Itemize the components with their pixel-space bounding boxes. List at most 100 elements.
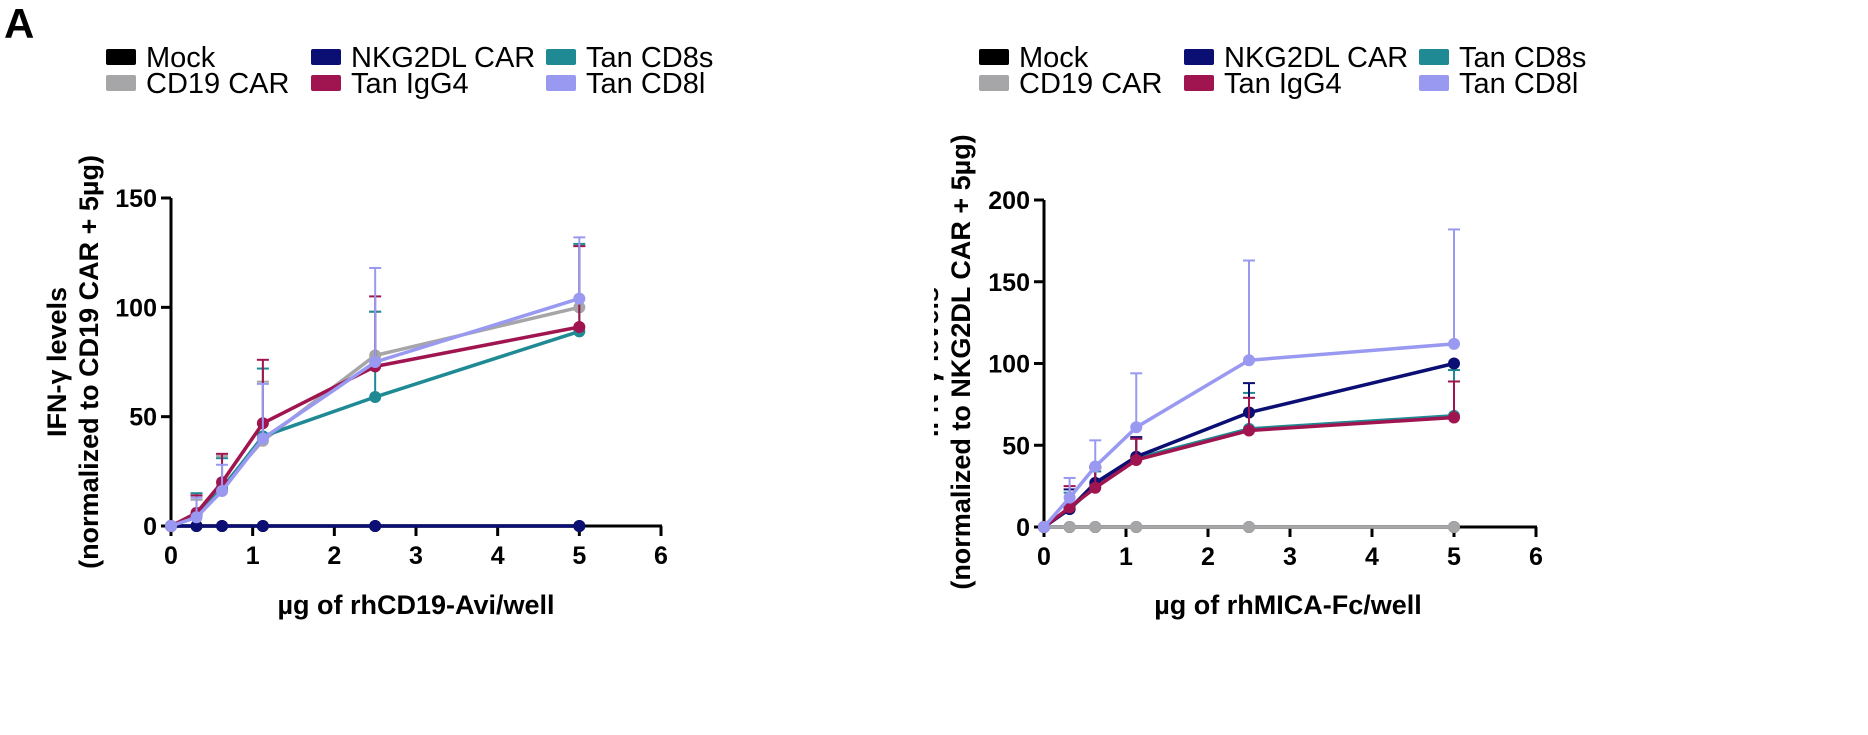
- data-point: [1448, 521, 1460, 533]
- legend-swatch: [1184, 75, 1214, 91]
- data-point: [1063, 491, 1076, 504]
- data-point: [1448, 337, 1460, 350]
- legend-item: CD19 CAR: [979, 68, 1162, 100]
- data-point: [216, 520, 229, 532]
- legend-swatch: [1419, 49, 1449, 65]
- series-cd19-car: [1038, 521, 1460, 533]
- legend-swatch: [979, 75, 1009, 91]
- legend-item: Tan IgG4: [1184, 68, 1342, 100]
- x-tick-label: 4: [1365, 543, 1379, 571]
- legend-swatch: [311, 49, 341, 65]
- legend-label: CD19 CAR: [1019, 68, 1162, 100]
- y-tick-label: 150: [115, 185, 157, 213]
- legend-swatch: [546, 49, 576, 65]
- data-point: [1130, 421, 1143, 434]
- legend-item: Tan IgG4: [311, 68, 469, 100]
- data-point: [573, 292, 586, 305]
- data-point: [369, 520, 382, 532]
- legend-swatch: [1184, 49, 1214, 65]
- legend-label: Tan IgG4: [351, 68, 469, 100]
- legend-item: Tan CD8s: [1419, 42, 1586, 74]
- y-tick-label: 100: [988, 351, 1030, 379]
- data-point: [1448, 357, 1460, 370]
- plot-area: 0 50 100 150 0 1 2 3 4 5 6: [115, 185, 668, 570]
- legend-swatch: [1419, 75, 1449, 91]
- legend-item: NKG2DL CAR: [311, 42, 535, 74]
- data-point: [1448, 411, 1460, 424]
- data-point: [256, 432, 269, 445]
- legend-label: Tan CD8s: [586, 42, 713, 74]
- legend-label: Mock: [146, 42, 216, 74]
- x-tick-label: 5: [572, 542, 586, 570]
- y-axis-title-line2: (normalized to CD19 CAR + 5µg): [74, 155, 104, 569]
- legend-swatch: [106, 75, 136, 91]
- legend-label: Tan CD8l: [1459, 68, 1578, 100]
- data-point: [256, 520, 269, 532]
- data-point: [1089, 481, 1102, 494]
- legend-item: Mock: [979, 42, 1089, 74]
- x-tick-label: 1: [246, 542, 260, 570]
- data-point: [1130, 521, 1143, 533]
- x-tick-label: 5: [1447, 543, 1461, 571]
- data-point: [1089, 460, 1102, 473]
- x-axis-title: µg of rhMICA-Fc/well: [1154, 590, 1422, 620]
- legend-item: Tan CD8l: [1419, 68, 1578, 100]
- data-point: [216, 485, 229, 498]
- data-point: [1038, 521, 1050, 533]
- x-tick-label: 1: [1119, 543, 1133, 571]
- x-tick-label: 2: [327, 542, 341, 570]
- data-point: [1063, 521, 1076, 533]
- data-point: [165, 520, 177, 532]
- y-axis-title-line1: IFN-γ levels: [934, 287, 944, 437]
- data-point: [190, 520, 203, 532]
- legend-swatch: [311, 75, 341, 91]
- x-tick-label: 0: [1037, 543, 1051, 571]
- panel-a: A Mock CD19 CAR NKG2DL CAR Tan IgG4 Tan CD8s…: [4, 0, 713, 620]
- legend-item: CD19 CAR: [106, 68, 289, 100]
- legend-label: CD19 CAR: [146, 68, 289, 100]
- y-tick-label: 200: [988, 187, 1030, 215]
- data-point: [190, 511, 203, 524]
- series-tan-igg4: [1038, 380, 1460, 533]
- data-point: [1130, 453, 1143, 466]
- y-tick-label: 0: [1016, 514, 1030, 542]
- data-point: [573, 321, 586, 334]
- y-tick-label: 150: [988, 269, 1030, 297]
- panel-letter: A: [4, 0, 34, 47]
- y-tick-label: 0: [143, 513, 157, 541]
- y-axis-title-line1: IFN-γ levels: [42, 287, 72, 437]
- legend-item: NKG2DL CAR: [1184, 42, 1408, 74]
- data-point: [1243, 424, 1255, 437]
- legend-item: Tan CD8l: [546, 68, 705, 100]
- legend-label: NKG2DL CAR: [1224, 42, 1408, 74]
- legend-label: Mock: [1019, 42, 1089, 74]
- y-tick-label: 50: [1002, 432, 1030, 460]
- legend-swatch: [546, 75, 576, 91]
- data-point: [573, 520, 586, 532]
- data-point: [1243, 354, 1255, 367]
- series-tan-cd8l: [1038, 228, 1460, 533]
- legend-label: Tan CD8l: [586, 68, 705, 100]
- x-tick-label: 0: [164, 542, 178, 570]
- legend-label: Tan IgG4: [1224, 68, 1342, 100]
- data-point: [1089, 521, 1102, 533]
- legend-swatch: [979, 49, 1009, 65]
- legend-swatch: [106, 49, 136, 65]
- axes: 0 50 100 150 0 1 2 3 4 5 6: [115, 185, 668, 570]
- series-line: [1042, 342, 1455, 529]
- data-point: [369, 356, 382, 368]
- legend-item: Tan CD8s: [546, 42, 713, 74]
- x-tick-label: 3: [409, 542, 423, 570]
- series-nkg2dl-car: [1038, 357, 1460, 533]
- x-tick-label: 4: [491, 542, 505, 570]
- legend-item: Mock: [106, 42, 216, 74]
- x-tick-label: 3: [1283, 543, 1297, 571]
- series-nkg2dl-car: [165, 520, 586, 532]
- y-axis-title-line2: (normalized to NKG2DL CAR + 5µg): [946, 134, 976, 589]
- x-tick-label: 2: [1201, 543, 1215, 571]
